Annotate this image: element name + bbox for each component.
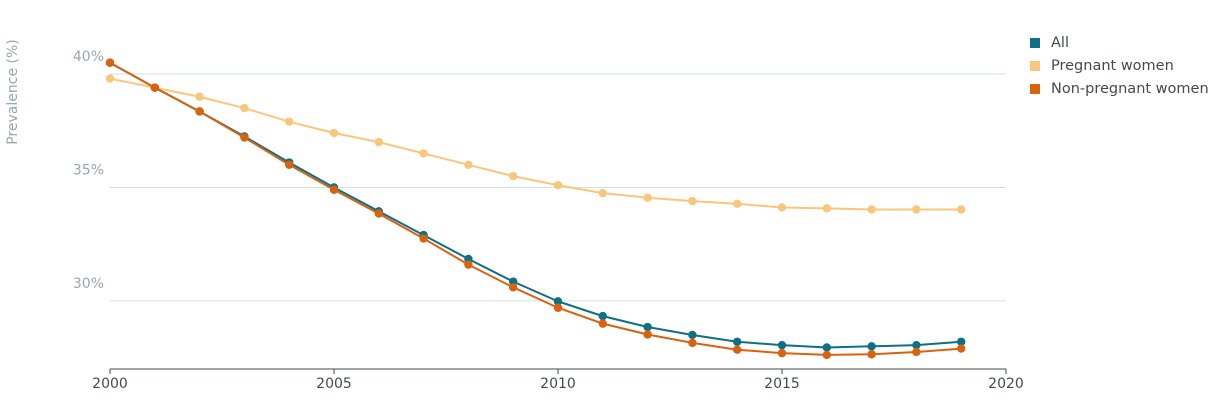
data-point-all-2012 [643, 322, 652, 332]
data-point-pregnant-women-2013 [688, 196, 697, 206]
data-point-pregnant-women-2019 [957, 205, 966, 214]
legend-item-non-pregnant-women[interactable]: Non-pregnant women [1030, 77, 1209, 100]
data-point-pregnant-women-2008 [464, 160, 473, 169]
data-point-all-2017 [867, 342, 876, 351]
data-point-all-2016 [822, 343, 831, 352]
data-point-non-pregnant-women-2008 [464, 260, 473, 269]
legend-swatch-all [1030, 37, 1040, 48]
y-tick-label-35: 35% [73, 162, 104, 178]
data-point-pregnant-women-2007 [419, 149, 428, 158]
data-point-all-2018 [912, 340, 921, 350]
data-point-pregnant-women-2012 [643, 193, 652, 202]
legend-swatch-pregnant-women [1030, 60, 1040, 71]
data-point-pregnant-women-2003 [240, 103, 249, 113]
data-point-non-pregnant-women-2010 [553, 303, 563, 312]
data-point-non-pregnant-women-2019 [957, 344, 966, 353]
data-point-non-pregnant-women-2005 [329, 185, 339, 194]
legend-item-pregnant-women[interactable]: Pregnant women [1030, 54, 1209, 77]
x-tick-label-2005: 2005 [316, 376, 352, 392]
data-point-non-pregnant-women-2000 [105, 58, 115, 67]
data-point-all-2013 [688, 330, 697, 340]
data-point-non-pregnant-women-2001 [150, 83, 159, 92]
data-point-non-pregnant-women-2018 [912, 347, 921, 357]
series-line-pregnant-women [109, 77, 962, 211]
data-point-non-pregnant-women-2014 [733, 345, 742, 354]
data-point-non-pregnant-women-2009 [509, 283, 518, 292]
data-point-non-pregnant-women-2017 [867, 350, 876, 359]
data-point-non-pregnant-women-2013 [688, 338, 697, 348]
y-axis-label: Prevalence (%) [5, 39, 21, 145]
y-tick-label-40: 40% [73, 49, 104, 65]
x-tick-label-2015: 2015 [764, 376, 800, 392]
data-point-non-pregnant-women-2012 [643, 330, 652, 339]
data-point-pregnant-women-2018 [912, 205, 921, 214]
legend-swatch-non-pregnant-women [1030, 83, 1040, 94]
legend-item-all[interactable]: All [1030, 31, 1209, 54]
data-point-non-pregnant-women-2016 [822, 350, 831, 360]
data-point-non-pregnant-women-2003 [240, 133, 249, 142]
x-tick-label-2000: 2000 [92, 376, 128, 392]
data-point-pregnant-women-2000 [105, 74, 115, 83]
data-point-non-pregnant-women-2015 [777, 348, 787, 358]
legend: All Pregnant women Non-pregnant women [1030, 31, 1209, 100]
legend-label-all: All [1051, 34, 1069, 51]
x-tick-label-2010: 2010 [540, 376, 576, 392]
data-point-pregnant-women-2010 [553, 181, 563, 190]
data-point-all-2015 [777, 340, 787, 350]
data-point-all-2019 [957, 337, 966, 346]
legend-label-pregnant-women: Pregnant women [1051, 57, 1174, 74]
data-point-all-2010 [553, 297, 563, 306]
legend-label-non-pregnant-women: Non-pregnant women [1051, 80, 1209, 97]
data-point-non-pregnant-women-2002 [195, 107, 204, 116]
series-line-non-pregnant-women [109, 61, 962, 356]
data-point-pregnant-women-2015 [777, 203, 787, 212]
data-point-non-pregnant-women-2011 [598, 319, 607, 328]
data-point-pregnant-women-2006 [374, 137, 383, 147]
x-tick-label-2020: 2020 [988, 376, 1024, 392]
y-tick-label-30: 30% [73, 276, 104, 292]
data-point-pregnant-women-2014 [733, 199, 742, 209]
data-point-pregnant-women-2011 [598, 188, 607, 198]
data-point-all-2011 [598, 311, 607, 321]
data-point-pregnant-women-2005 [329, 128, 339, 138]
data-point-pregnant-women-2004 [285, 117, 294, 126]
data-point-pregnant-women-2002 [195, 92, 204, 101]
data-point-pregnant-women-2017 [867, 205, 876, 214]
data-point-all-2014 [733, 337, 742, 346]
data-point-pregnant-women-2009 [509, 171, 518, 181]
data-point-non-pregnant-women-2007 [419, 234, 428, 243]
series-line-all [109, 61, 962, 349]
data-point-non-pregnant-women-2004 [285, 160, 294, 169]
data-point-non-pregnant-women-2006 [374, 209, 383, 218]
data-point-pregnant-women-2016 [822, 204, 831, 213]
